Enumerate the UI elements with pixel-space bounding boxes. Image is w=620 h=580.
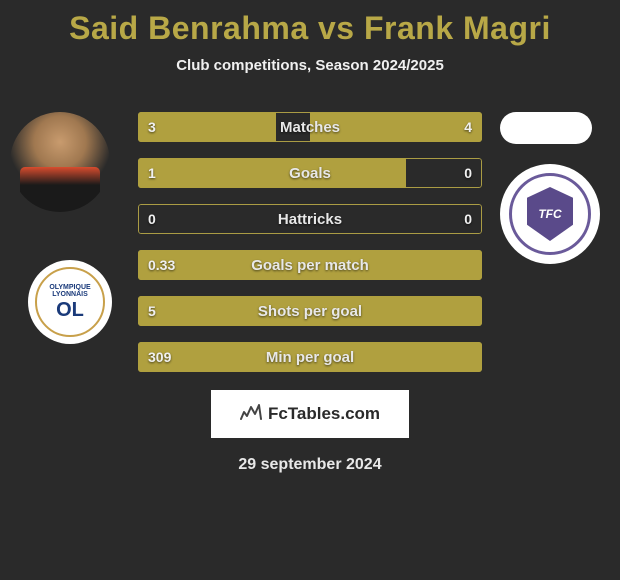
bar-value-right: 4 — [464, 112, 472, 142]
player-left-photo — [10, 112, 110, 212]
bar-value-left: 0.33 — [148, 250, 175, 280]
page-subtitle: Club competitions, Season 2024/2025 — [0, 57, 620, 74]
bar-label: Matches — [138, 112, 482, 142]
club-left-text: OLYMPIQUELYONNAIS — [49, 284, 90, 298]
stat-bars: Matches34Goals10Hattricks00Goals per mat… — [138, 112, 482, 388]
stat-row: Goals per match0.33 — [138, 250, 482, 280]
bar-label: Goals — [138, 158, 482, 188]
club-left-inner: OLYMPIQUELYONNAIS OL — [35, 267, 105, 337]
bar-value-left: 5 — [148, 296, 156, 326]
club-left-abbrev: OL — [56, 300, 84, 320]
player-right-placeholder — [500, 112, 592, 144]
footer-date: 29 september 2024 — [0, 456, 620, 474]
club-right-inner: TFC — [509, 173, 591, 255]
bar-value-left: 0 — [148, 204, 156, 234]
page-title: Said Benrahma vs Frank Magri — [0, 0, 620, 47]
bar-label: Goals per match — [138, 250, 482, 280]
infographic-root: Said Benrahma vs Frank Magri Club compet… — [0, 0, 620, 580]
club-left-badge: OLYMPIQUELYONNAIS OL — [28, 260, 112, 344]
main-area: OLYMPIQUELYONNAIS OL TFC Matches3 4 Goals1… — [0, 102, 620, 382]
bar-value-left: 309 — [148, 342, 171, 372]
stat-row: Hattricks0 0 — [138, 204, 482, 234]
stat-row: Goals1 0 — [138, 158, 482, 188]
bar-label: Shots per goal — [138, 296, 482, 326]
club-right-badge: TFC — [500, 164, 600, 264]
bar-label: Hattricks — [138, 204, 482, 234]
brand-text: FcTables.com — [268, 404, 380, 424]
bar-value-right: 0 — [464, 204, 472, 234]
brand-icon — [240, 403, 262, 426]
bar-label: Min per goal — [138, 342, 482, 372]
stat-row: Shots per goal5 — [138, 296, 482, 326]
bar-value-right: 0 — [464, 158, 472, 188]
brand-banner: FcTables.com — [211, 390, 409, 438]
stat-row: Matches3 4 — [138, 112, 482, 142]
stat-row: Min per goal309 — [138, 342, 482, 372]
bar-value-left: 3 — [148, 112, 156, 142]
club-right-abbrev: TFC — [527, 187, 573, 241]
bar-value-left: 1 — [148, 158, 156, 188]
